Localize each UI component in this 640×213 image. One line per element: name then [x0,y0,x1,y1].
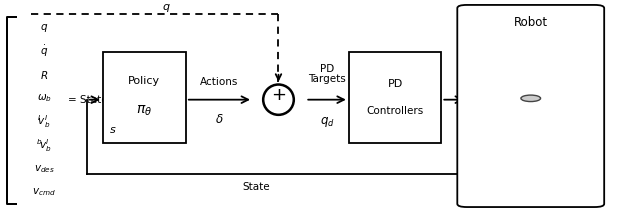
Text: PD: PD [387,79,403,89]
Text: $s$: $s$ [109,125,117,135]
Text: $q_d$: $q_d$ [319,115,334,129]
Text: $q$: $q$ [40,22,48,34]
Text: Robot: Robot [514,16,548,29]
FancyBboxPatch shape [103,52,186,143]
Text: $\delta$: $\delta$ [215,113,223,126]
Text: $+$: $+$ [271,86,286,104]
FancyBboxPatch shape [349,52,442,143]
Text: = State: = State [68,95,108,105]
Text: PD: PD [320,64,334,74]
Text: $v_{des}$: $v_{des}$ [34,163,54,175]
Text: Targets: Targets [308,74,346,84]
Text: $R$: $R$ [40,69,48,81]
Circle shape [521,95,541,102]
FancyBboxPatch shape [458,5,604,207]
Text: Actions: Actions [200,77,238,87]
Text: ${}^I\!v_b^I$: ${}^I\!v_b^I$ [38,114,51,130]
Text: $\dot{q}$: $\dot{q}$ [40,44,48,59]
Text: $v_{cmd}$: $v_{cmd}$ [32,186,56,198]
Text: Policy: Policy [128,76,161,86]
Text: State: State [243,182,270,192]
Text: $\pi_{\theta}$: $\pi_{\theta}$ [136,104,152,118]
Text: Controllers: Controllers [367,106,424,116]
Text: $\omega_b$: $\omega_b$ [36,93,52,104]
Text: $q$: $q$ [163,2,171,14]
Text: ${}^b\!v_b^I$: ${}^b\!v_b^I$ [36,137,52,154]
